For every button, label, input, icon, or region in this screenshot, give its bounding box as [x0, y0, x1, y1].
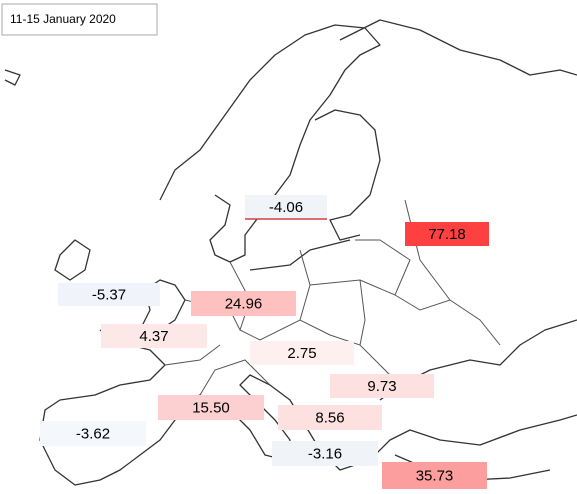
value-label: -3.16	[308, 445, 342, 462]
value-label: -3.62	[76, 425, 110, 442]
label-box	[405, 222, 489, 246]
label-box	[278, 405, 382, 430]
label-box	[272, 441, 378, 466]
label-box	[382, 462, 487, 489]
value-label: -5.37	[92, 286, 126, 303]
value-label: 2.75	[287, 345, 316, 362]
value-label: 9.73	[367, 378, 396, 395]
value-labels: -4.06 77.18 -5.37 24.96 4.37 2.75 9.73 15.50 8.5…	[40, 195, 489, 489]
label-box	[158, 395, 264, 420]
label-box	[330, 374, 434, 398]
value-label: 77.18	[428, 226, 466, 243]
label-box	[245, 195, 327, 219]
label-box	[101, 324, 207, 348]
value-label: 4.37	[139, 328, 168, 345]
value-label: 8.56	[315, 409, 344, 426]
value-label: 24.96	[225, 295, 263, 312]
value-label: -4.06	[269, 199, 303, 216]
label-box	[58, 283, 160, 306]
label-box	[250, 341, 354, 365]
title-box	[1, 3, 158, 36]
label-box	[191, 291, 296, 316]
label-box	[40, 421, 146, 446]
value-label: 35.73	[416, 467, 454, 484]
value-label: 15.50	[192, 399, 230, 416]
title: 11-15 January 2020	[10, 12, 116, 26]
